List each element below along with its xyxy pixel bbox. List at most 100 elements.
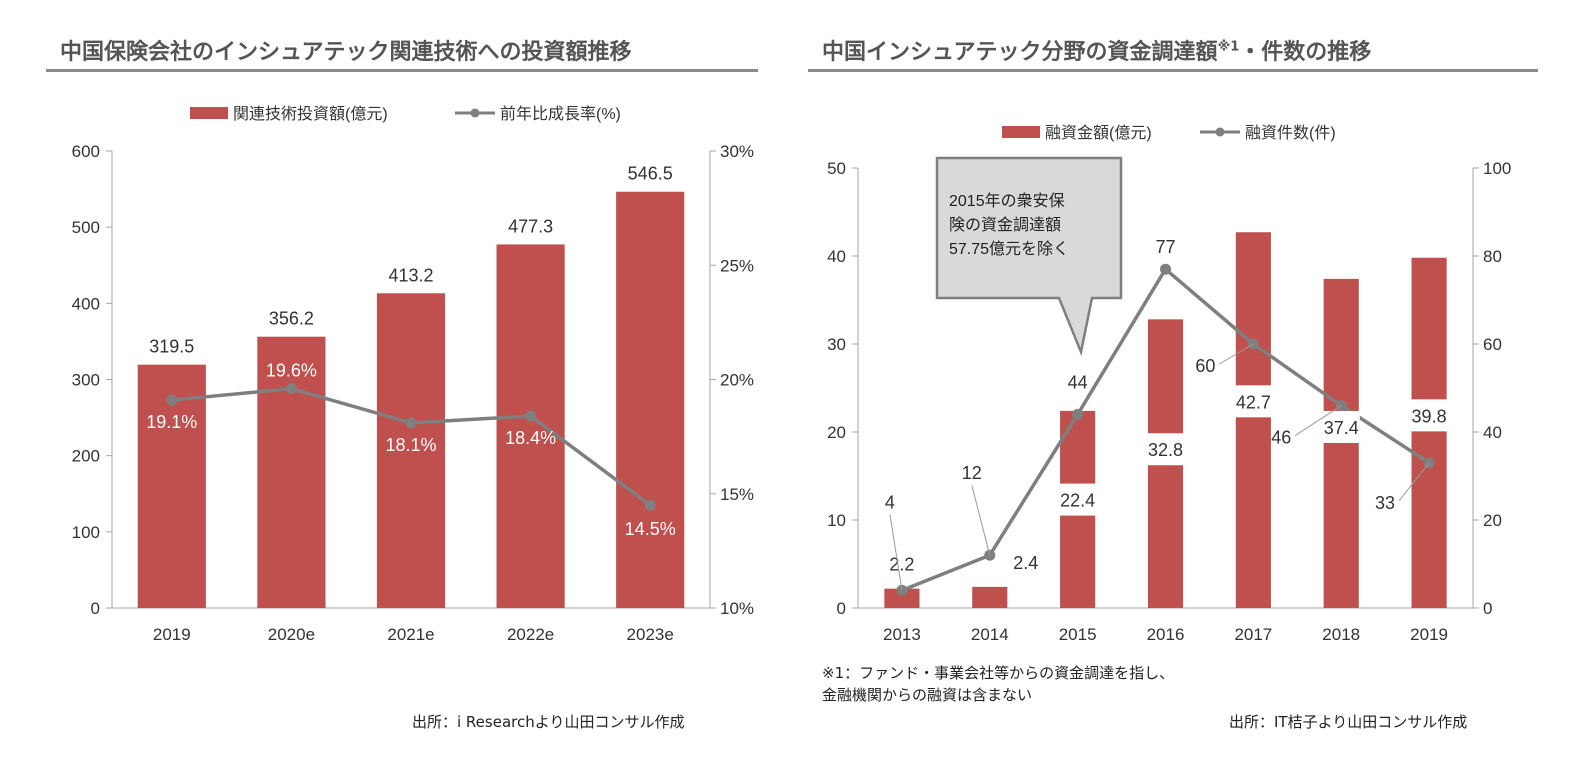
right-legend-label-bars: 融資金額(億元) bbox=[1045, 124, 1152, 142]
left-legend-label-bars: 関連技術投資額(億元) bbox=[233, 105, 388, 123]
left-line-value-label: 18.4% bbox=[505, 428, 556, 448]
right-footnote: ※1：ファンド・事業会社等からの資金調達を指し、 金融機関からの融資は含まない bbox=[822, 662, 1174, 706]
investment-chart: 関連技術投資額(億元) 前年比成長率(%) 0 100 200 300 400 500 600 1… bbox=[72, 105, 754, 644]
right-line-value-label: 44 bbox=[1068, 372, 1088, 392]
left-y-tick-label-right: 30% bbox=[720, 142, 754, 161]
right-x-tick-label: 2018 bbox=[1322, 625, 1360, 644]
right-x-tick-label: 2014 bbox=[971, 625, 1009, 644]
left-bar-value-label: 413.2 bbox=[388, 265, 433, 285]
left-bar bbox=[257, 336, 326, 608]
right-legend-marker-line bbox=[1215, 127, 1225, 137]
callout-text-line: 57.75億元を除く bbox=[949, 240, 1069, 258]
left-bar-value-label: 477.3 bbox=[508, 216, 553, 236]
left-bar-value-label: 319.5 bbox=[149, 337, 194, 357]
left-chart-title: 中国保険会社のインシュアテック関連技術への投資額推移 bbox=[60, 40, 632, 65]
right-line-value-label: 77 bbox=[1155, 237, 1175, 257]
right-bar bbox=[972, 586, 1008, 608]
right-line-marker bbox=[1335, 400, 1347, 412]
right-footnote-line-1: ※1：ファンド・事業会社等からの資金調達を指し、 bbox=[822, 664, 1175, 682]
left-x-tick-label: 2019 bbox=[153, 625, 191, 644]
right-line-value-label: 12 bbox=[962, 463, 982, 483]
right-x-tick-label: 2017 bbox=[1234, 625, 1272, 644]
right-y-tick-label-right: 100 bbox=[1483, 159, 1511, 178]
right-bar-value-label: 39.8 bbox=[1412, 406, 1447, 426]
right-y-tick-label-left: 0 bbox=[837, 599, 846, 618]
right-line-marker bbox=[1072, 408, 1084, 420]
right-chart-title-main: 中国インシュアテック分野の資金調達額 bbox=[822, 40, 1218, 65]
right-y-tick-label-right: 80 bbox=[1483, 247, 1502, 266]
right-bar-value-label: 22.4 bbox=[1060, 491, 1095, 511]
right-bar-value-label: 37.4 bbox=[1324, 418, 1359, 438]
right-line-label-leader bbox=[889, 514, 903, 591]
right-bar-value-label-box bbox=[1234, 385, 1272, 418]
right-y-tick-label-left: 40 bbox=[827, 247, 846, 266]
right-line-label-leader bbox=[971, 485, 991, 556]
right-line-value-label: 60 bbox=[1195, 356, 1215, 376]
left-bar bbox=[376, 293, 446, 608]
right-y-tick-label-right: 0 bbox=[1483, 599, 1492, 618]
right-y-tick-label-left: 30 bbox=[827, 335, 846, 354]
callout-text-line: 2015年の衆安保 bbox=[949, 192, 1065, 210]
right-y-tick-label-left: 20 bbox=[827, 423, 846, 442]
left-y-tick-label-left: 0 bbox=[91, 599, 100, 618]
right-x-tick-label: 2015 bbox=[1059, 625, 1097, 644]
left-bar-value-label: 546.5 bbox=[628, 164, 673, 184]
right-y-tick-label-right: 40 bbox=[1483, 423, 1502, 442]
right-bar bbox=[1323, 278, 1359, 608]
left-line-value-label: 18.1% bbox=[385, 435, 436, 455]
left-y-tick-label-left: 100 bbox=[72, 523, 100, 542]
right-line-label-leader bbox=[1294, 405, 1342, 437]
left-x-tick-label: 2022e bbox=[507, 625, 554, 644]
callout-text-line: 険の資金調達額 bbox=[949, 216, 1061, 234]
left-legend-label-line: 前年比成長率(%) bbox=[500, 105, 621, 123]
left-y-tick-label-left: 600 bbox=[72, 142, 100, 161]
left-line-marker bbox=[285, 383, 297, 395]
left-bar-value-label: 356.2 bbox=[269, 309, 314, 329]
left-x-tick-label: 2023e bbox=[627, 625, 674, 644]
right-bar-value-label-box bbox=[1059, 483, 1097, 516]
right-y-tick-label-left: 10 bbox=[827, 511, 846, 530]
right-footnote-line-2: 金融機関からの融資は含まない bbox=[822, 686, 1033, 704]
left-y-tick-label-left: 300 bbox=[72, 371, 100, 390]
right-line-value-label: 46 bbox=[1271, 428, 1291, 448]
left-y-tick-label-left: 200 bbox=[72, 447, 100, 466]
left-legend-marker-line bbox=[470, 108, 480, 118]
right-bar bbox=[884, 588, 920, 608]
left-line-marker bbox=[644, 499, 656, 511]
right-bar bbox=[1411, 257, 1447, 608]
right-y-tick-label-right: 20 bbox=[1483, 511, 1502, 530]
funding-chart: 融資金額(億元) 融資件数(件) 0 10 20 30 40 50 0 20 40 60 80 100 20… bbox=[827, 124, 1511, 644]
left-y-tick-label-left: 400 bbox=[72, 294, 100, 313]
left-y-tick-label-right: 20% bbox=[720, 371, 754, 390]
left-line-value-label: 19.6% bbox=[266, 361, 317, 381]
right-chart-title: 中国インシュアテック分野の資金調達額※1・件数の推移 bbox=[822, 34, 1371, 66]
left-bar bbox=[616, 191, 685, 609]
right-title-rule bbox=[808, 69, 1538, 72]
left-line-marker bbox=[525, 410, 537, 422]
left-y-tick-label-right: 15% bbox=[720, 485, 754, 504]
right-bar-value-label: 2.4 bbox=[1013, 553, 1038, 573]
left-line-value-label: 19.1% bbox=[146, 412, 197, 432]
right-line-label-leader bbox=[1219, 343, 1254, 365]
left-x-tick-label: 2020e bbox=[268, 625, 315, 644]
left-legend-swatch-bars bbox=[190, 107, 228, 119]
callout-box bbox=[935, 156, 1123, 357]
right-legend-swatch-bars bbox=[1002, 126, 1040, 138]
right-chart-title-tail: ・件数の推移 bbox=[1239, 40, 1372, 65]
left-source-note: 出所：i Researchより山田コンサル作成 bbox=[412, 713, 685, 731]
right-y-tick-label-right: 60 bbox=[1483, 335, 1502, 354]
left-y-tick-label-right: 25% bbox=[720, 256, 754, 275]
right-line-label-leader bbox=[1398, 462, 1430, 502]
left-line-value-label: 14.5% bbox=[625, 519, 676, 539]
left-bar bbox=[496, 244, 565, 609]
right-legend-label-line: 融資件数(件) bbox=[1245, 124, 1336, 142]
right-line-marker bbox=[1160, 263, 1171, 275]
right-bar-value-label: 2.2 bbox=[889, 555, 914, 575]
left-y-tick-label-right: 10% bbox=[720, 599, 754, 618]
left-y-tick-label-left: 500 bbox=[72, 218, 100, 237]
right-bar-value-label: 32.8 bbox=[1148, 440, 1183, 460]
right-chart-title-footnote-mark: ※1 bbox=[1217, 39, 1240, 55]
right-line-value-label: 33 bbox=[1375, 493, 1395, 513]
right-x-tick-label: 2016 bbox=[1147, 625, 1185, 644]
right-x-tick-label: 2013 bbox=[883, 625, 921, 644]
